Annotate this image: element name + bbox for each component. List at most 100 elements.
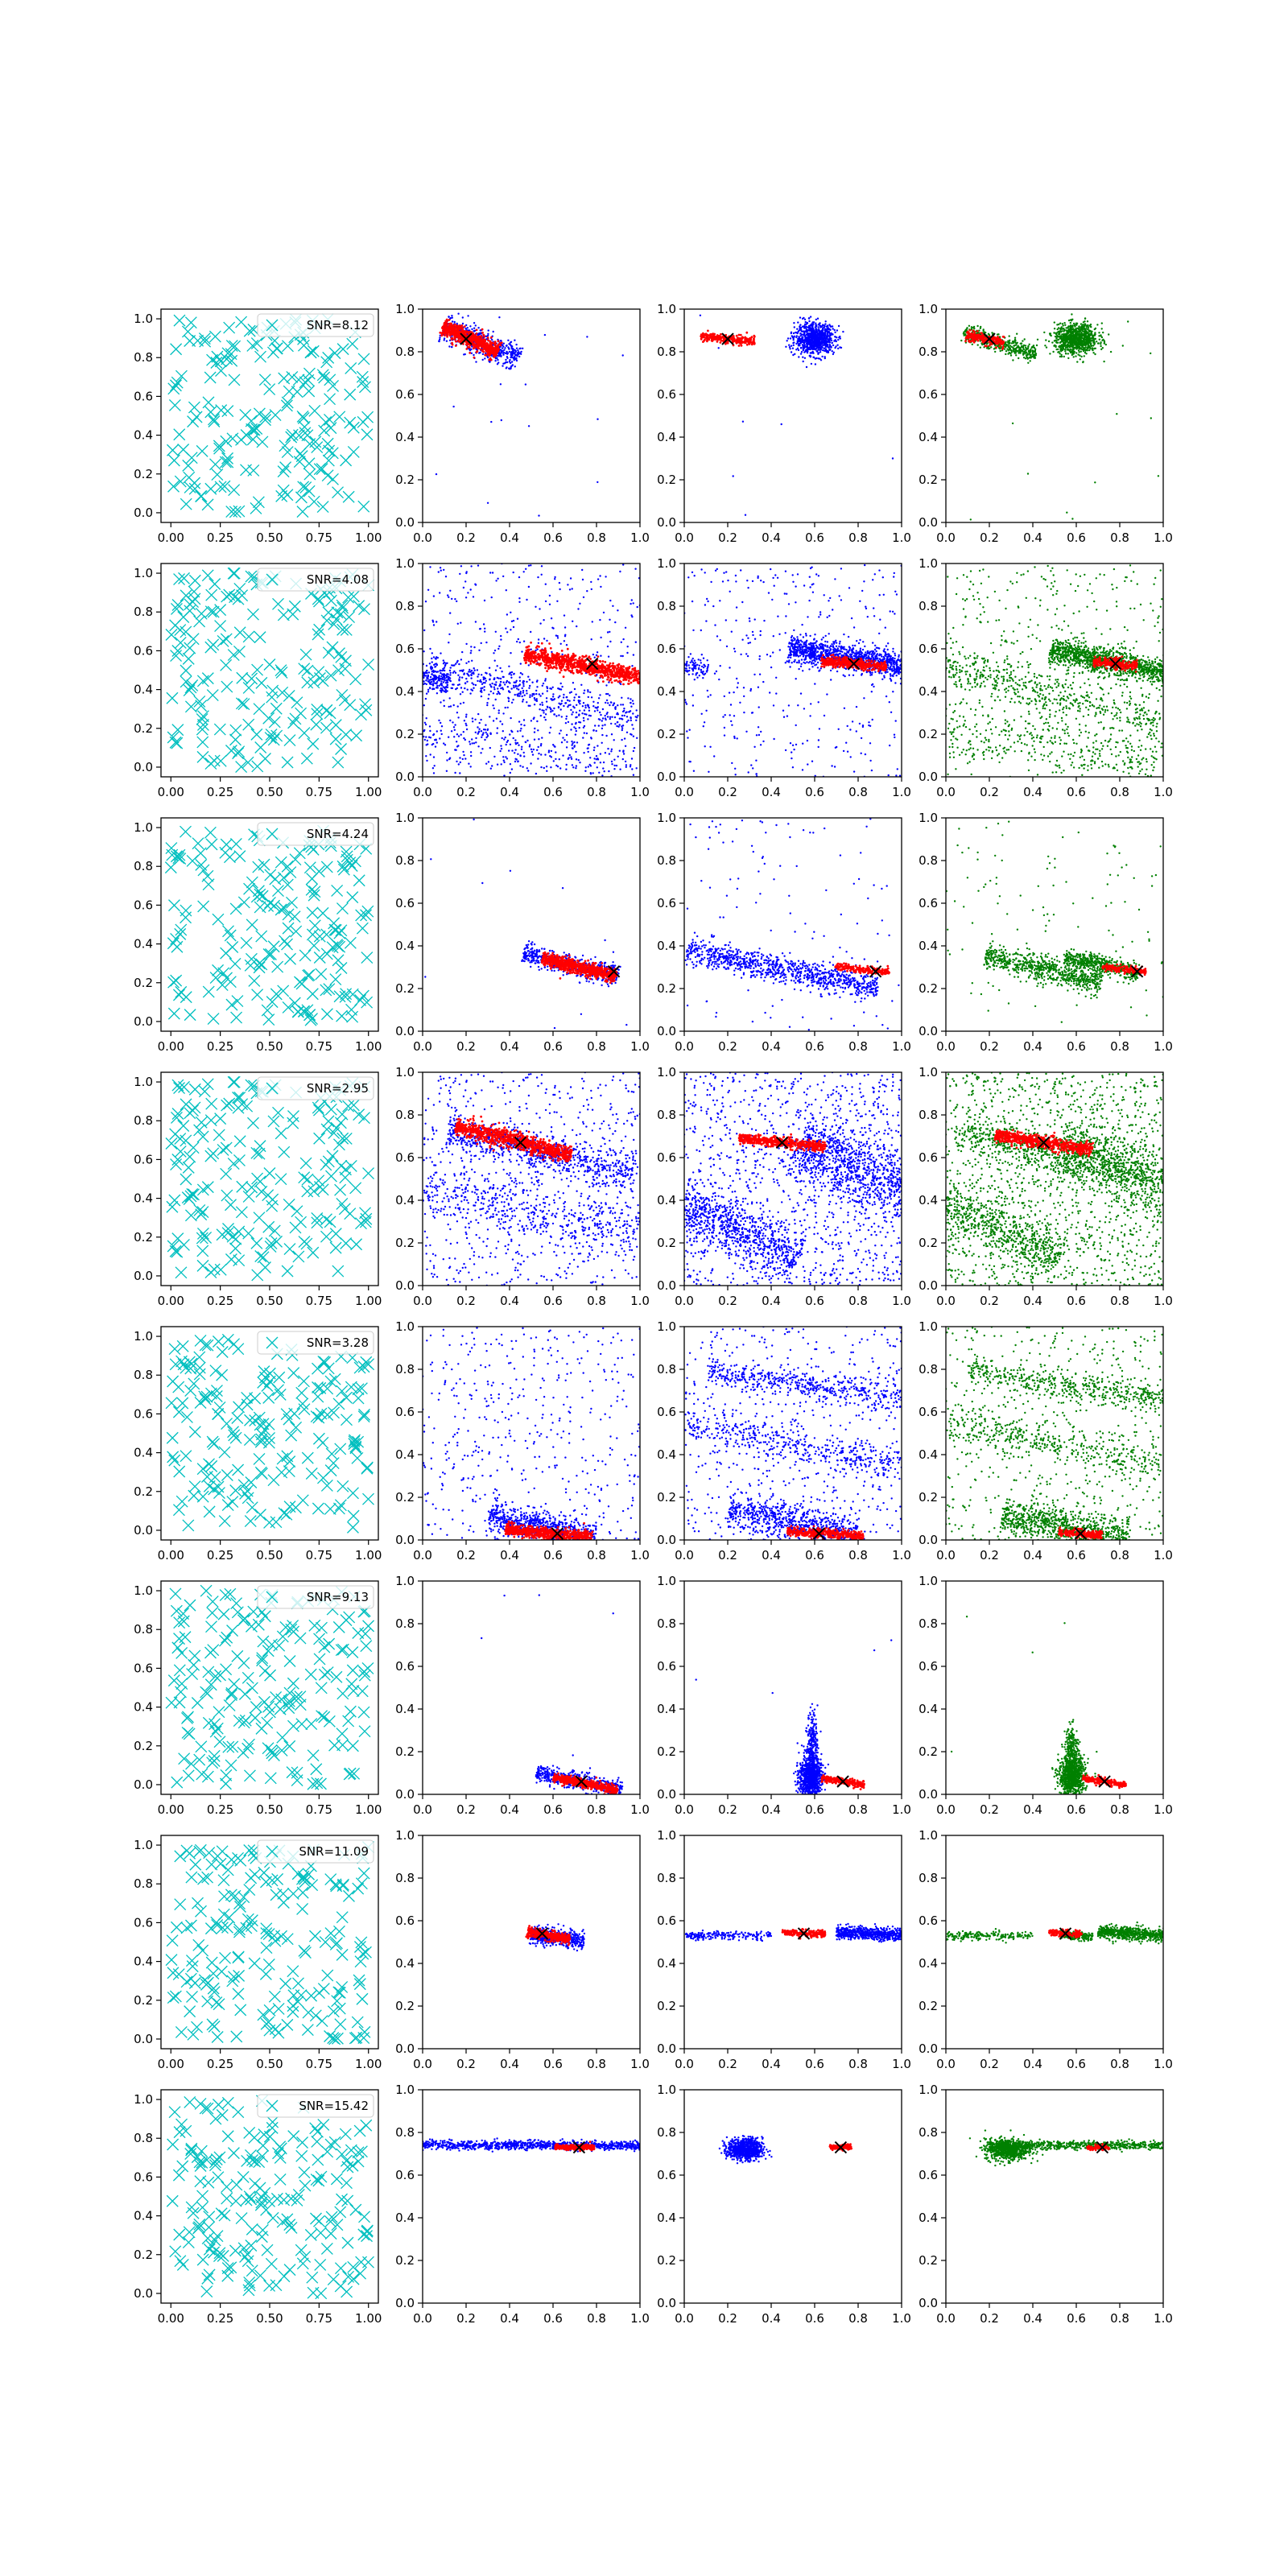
scatter-point — [464, 353, 466, 356]
scatter-point — [807, 332, 809, 335]
scatter-point — [504, 736, 506, 739]
scatter-point — [1061, 348, 1063, 351]
scatter-point — [828, 335, 831, 337]
scatter-point — [514, 693, 516, 696]
y-tick-label: 0.6 — [395, 387, 415, 402]
scatter-point — [501, 671, 503, 673]
scatter-point — [1031, 349, 1034, 352]
scatter-point — [968, 328, 972, 332]
scatter-point — [440, 701, 442, 704]
scatter-point — [601, 741, 603, 744]
scatter-point — [455, 340, 457, 343]
scatter-point — [824, 356, 826, 358]
scatter-point — [432, 772, 436, 774]
scatter-point — [459, 761, 461, 764]
scatter-point — [1077, 353, 1080, 356]
scatter-point — [571, 713, 573, 716]
scatter-point — [1073, 350, 1075, 353]
scatter-point — [803, 339, 805, 342]
scatter-point — [475, 339, 478, 341]
scatter-point — [819, 347, 823, 349]
scatter-point — [1062, 324, 1064, 327]
scatter-point — [979, 340, 981, 342]
x-marker — [286, 428, 299, 441]
scatter-point — [824, 340, 826, 342]
scatter-point — [753, 335, 756, 338]
scatter-point — [480, 642, 482, 645]
scatter-point — [1057, 339, 1059, 341]
scatter-point — [1058, 331, 1060, 334]
scatter-point — [526, 598, 528, 601]
scatter-point — [1072, 356, 1075, 358]
scatter-point — [1053, 345, 1055, 347]
scatter-point — [830, 346, 832, 349]
scatter-point — [524, 383, 527, 386]
scatter-point — [807, 339, 809, 341]
scatter-point — [1060, 345, 1063, 348]
scatter-point — [827, 351, 829, 354]
scatter-point — [431, 767, 435, 770]
x-marker — [204, 371, 217, 384]
scatter-point — [1059, 355, 1062, 358]
scatter-point — [802, 360, 804, 363]
scatter-point — [826, 336, 828, 339]
scatter-point — [486, 336, 489, 339]
scatter-point — [470, 565, 473, 568]
scatter-point — [460, 324, 464, 327]
scatter-point — [811, 328, 814, 331]
scatter-point — [473, 322, 476, 324]
scatter-point — [806, 352, 809, 354]
scatter-point — [830, 332, 832, 335]
x-marker — [201, 498, 214, 511]
scatter-point — [835, 345, 837, 348]
scatter-point — [432, 624, 436, 626]
scatter-point — [454, 771, 456, 774]
scatter-point — [799, 325, 801, 328]
scatter-point — [515, 359, 518, 362]
scatter-point — [1080, 336, 1083, 338]
x-marker — [195, 490, 207, 502]
scatter-point — [990, 346, 993, 349]
scatter-point — [803, 316, 805, 320]
scatter-point — [605, 701, 607, 704]
scatter-point — [826, 330, 828, 332]
scatter-point — [454, 345, 457, 347]
scatter-point — [526, 689, 528, 692]
scatter-point — [1094, 327, 1097, 330]
x-marker — [250, 502, 262, 514]
scatter-point — [484, 630, 486, 633]
scatter-point — [448, 324, 452, 328]
scatter-point — [505, 358, 507, 361]
scatter-point — [995, 342, 997, 345]
scatter-point — [1024, 345, 1027, 347]
x-marker — [169, 379, 182, 392]
x-marker — [208, 415, 221, 427]
x-tick-label: 1.0 — [630, 530, 650, 545]
scatter-point — [443, 704, 445, 708]
scatter-point — [1080, 344, 1082, 346]
x-tick-label: 0.75 — [306, 530, 332, 545]
plot-area — [699, 314, 894, 516]
scatter-point — [1022, 348, 1026, 350]
scatter-point — [565, 768, 568, 770]
scatter-point — [706, 338, 708, 341]
scatter-point — [449, 589, 452, 592]
x-tick-label: 0.4 — [762, 530, 781, 545]
scatter-point — [832, 353, 835, 356]
y-tick-label: 0.8 — [919, 345, 938, 359]
scatter-point — [500, 634, 502, 638]
scatter-point — [732, 475, 734, 477]
scatter-point — [439, 331, 442, 334]
x-marker — [318, 424, 331, 437]
scatter-point — [1059, 333, 1061, 336]
scatter-point — [811, 336, 813, 339]
scatter-point — [824, 320, 827, 323]
scatter-point — [448, 330, 451, 333]
scatter-point — [1084, 344, 1088, 346]
scatter-point — [459, 693, 462, 696]
x-marker — [298, 420, 311, 433]
scatter-point — [1086, 320, 1089, 323]
scatter-point — [449, 322, 452, 325]
scatter-point — [710, 333, 713, 336]
scatter-point — [510, 652, 512, 654]
